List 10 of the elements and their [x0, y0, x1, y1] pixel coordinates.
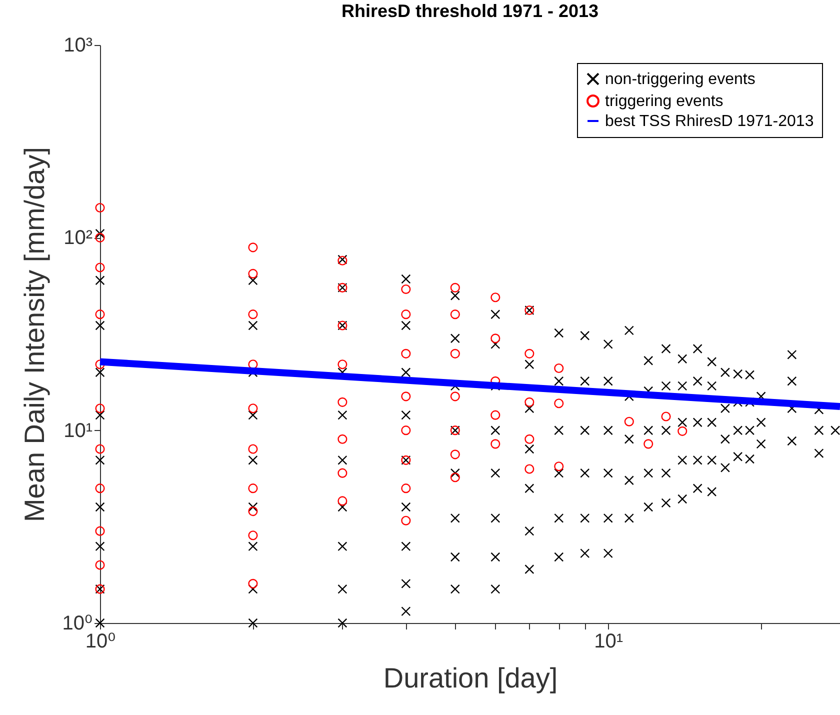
legend-label: best TSS RhiresD 1971-2013	[605, 113, 814, 130]
x-axis-title: Duration [day]	[383, 662, 558, 694]
chart-title: RhiresD threshold 1971 - 2013	[341, 1, 599, 21]
y-tick-label: 10³	[64, 34, 93, 56]
legend-label: triggering events	[605, 93, 724, 110]
y-axis-title: Mean Daily Intensity [mm/day]	[19, 146, 50, 522]
y-tick-label: 10²	[64, 227, 93, 250]
y-tick-label: 10¹	[64, 420, 93, 442]
legend-label: non-triggering events	[605, 71, 756, 88]
y-tick-label: 10⁰	[62, 612, 92, 634]
